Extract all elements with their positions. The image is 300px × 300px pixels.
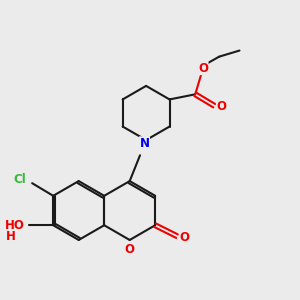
- Text: O: O: [217, 100, 226, 113]
- Text: O: O: [124, 243, 134, 256]
- Text: O: O: [179, 231, 189, 244]
- Text: O: O: [198, 61, 208, 74]
- Text: H: H: [6, 230, 16, 243]
- Text: Cl: Cl: [14, 173, 26, 186]
- Text: N: N: [140, 137, 149, 150]
- Text: HO: HO: [5, 219, 25, 232]
